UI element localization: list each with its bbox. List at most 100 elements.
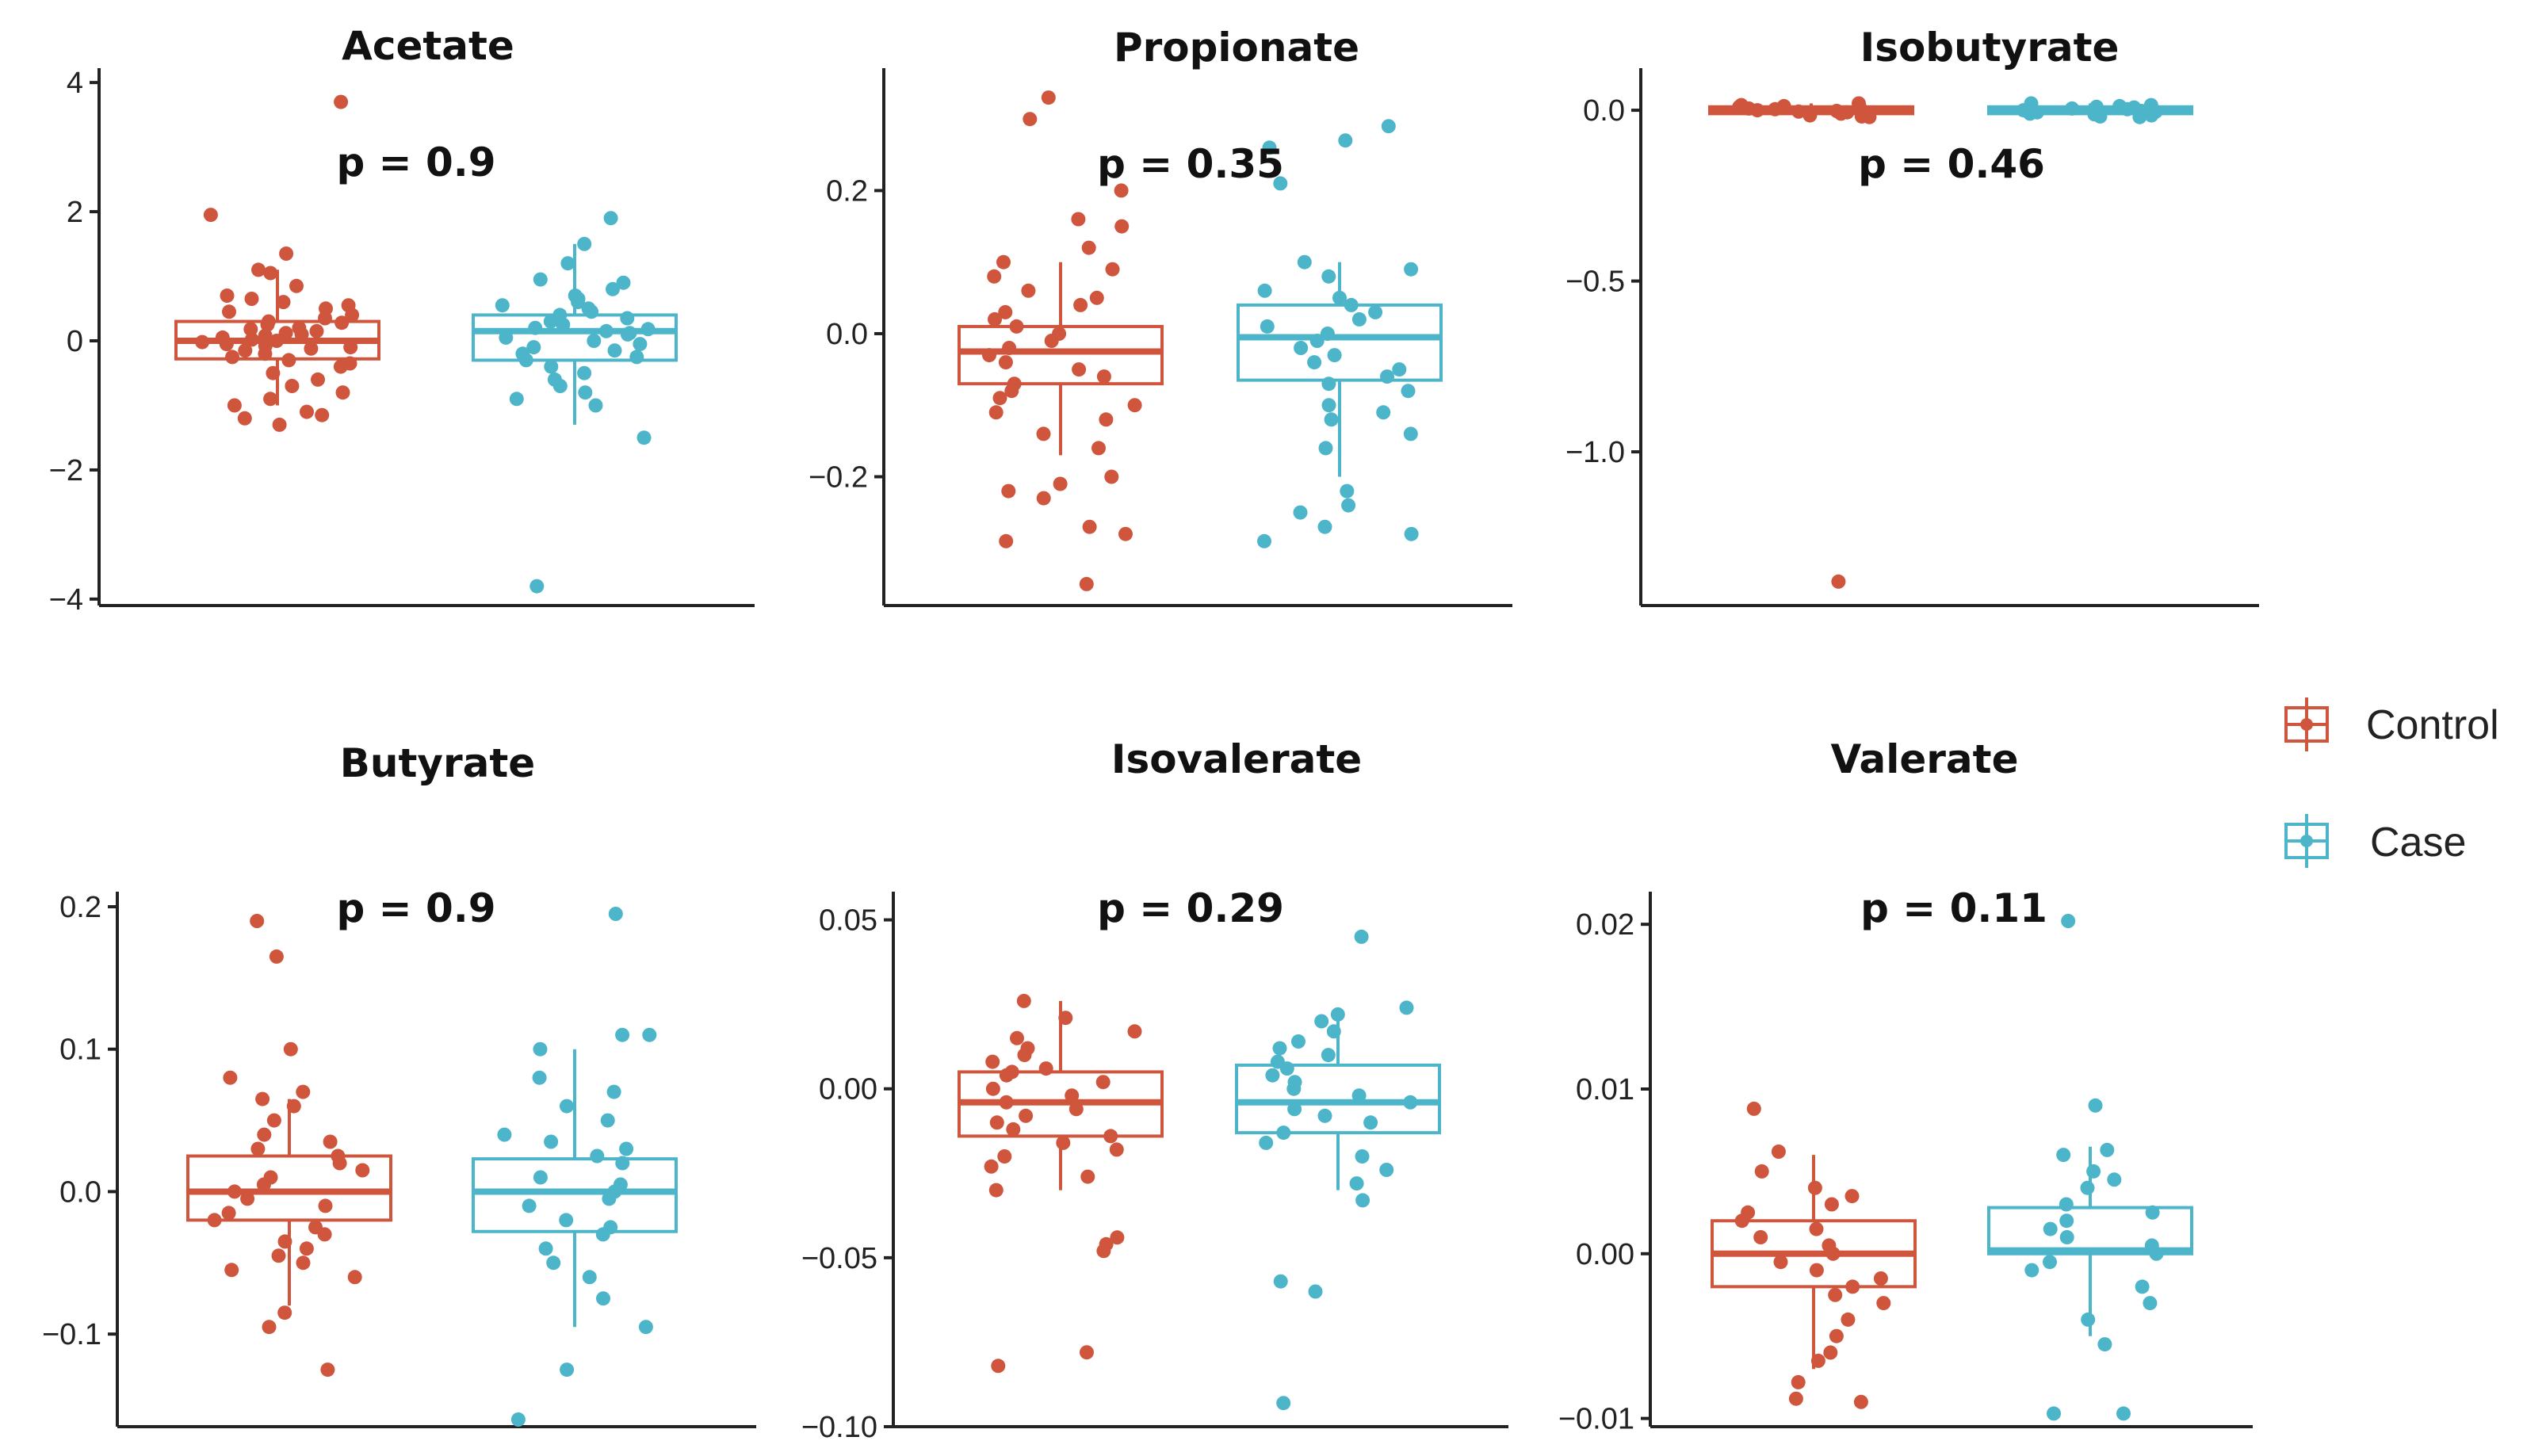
- y-tick-label-valerate-1: 0.01: [1576, 1073, 1634, 1106]
- data-point: [1338, 133, 1353, 148]
- p-value-propionate: p = 0.35: [1097, 141, 1284, 187]
- data-point: [1001, 483, 1016, 499]
- data-point: [1349, 1176, 1364, 1191]
- series-case-propionate: [1237, 119, 1443, 548]
- data-point: [1791, 104, 1806, 119]
- data-point: [1321, 376, 1336, 392]
- y-tick-label-isovalerate-2: −0.05: [801, 1242, 877, 1275]
- data-point: [1127, 398, 1142, 413]
- data-point: [559, 1213, 574, 1228]
- data-point: [1276, 1396, 1291, 1411]
- data-point: [300, 404, 314, 419]
- data-point: [607, 343, 622, 358]
- data-point: [1068, 1102, 1084, 1117]
- data-point: [271, 1248, 286, 1263]
- data-point: [1260, 319, 1275, 334]
- data-point: [1750, 103, 1765, 118]
- data-point: [224, 1263, 239, 1278]
- data-point: [615, 1027, 630, 1042]
- y-tick-label-valerate-2: 0.00: [1576, 1238, 1634, 1271]
- box: [472, 313, 678, 362]
- panel-valerate: Valerate 0.02 0.01 0.00 −0.01 p = 0.11: [1558, 736, 2253, 1436]
- data-point: [2144, 108, 2159, 123]
- data-point: [257, 1127, 272, 1142]
- y-tick-label-isobutyrate-0: 0.0: [1583, 94, 1625, 128]
- data-point: [1080, 1345, 1094, 1360]
- data-point: [1828, 1287, 1843, 1302]
- data-point: [1825, 1246, 1841, 1261]
- data-point: [223, 1070, 238, 1085]
- data-point: [600, 1113, 615, 1128]
- box: [472, 1157, 678, 1233]
- y-tick-label-propionate-1: 0.0: [826, 318, 868, 351]
- data-point: [1341, 498, 1356, 513]
- data-point: [544, 359, 559, 374]
- data-point: [1041, 90, 1056, 105]
- data-point: [587, 334, 602, 348]
- data-point: [263, 392, 278, 407]
- data-point: [281, 353, 296, 368]
- data-point: [244, 292, 259, 306]
- data-point: [1036, 491, 1051, 506]
- data-point: [1326, 1024, 1341, 1039]
- data-point: [2056, 1148, 2071, 1163]
- data-point: [270, 334, 285, 348]
- data-point: [1099, 412, 1114, 427]
- data-point: [1403, 1095, 1418, 1110]
- data-point: [1023, 112, 1038, 127]
- data-point: [1096, 369, 1111, 384]
- data-point: [1841, 1312, 1856, 1327]
- legend-item-control: Control: [2284, 697, 2499, 751]
- data-point: [333, 359, 348, 374]
- data-point: [1773, 1255, 1788, 1270]
- data-point: [285, 379, 300, 393]
- data-point: [1265, 1068, 1280, 1083]
- data-point: [269, 949, 284, 964]
- data-point: [255, 1091, 270, 1106]
- data-point: [533, 1170, 548, 1185]
- panel-isovalerate: Isovalerate 0.05 0.00 −0.05 −0.10 p = 0.29: [801, 736, 1508, 1444]
- data-point: [999, 1068, 1014, 1083]
- data-point: [1016, 993, 1031, 1008]
- data-point: [619, 1141, 634, 1156]
- data-point: [1320, 327, 1335, 341]
- panel-title-isovalerate: Isovalerate: [1111, 736, 1362, 782]
- data-point: [1399, 1000, 1414, 1015]
- data-point: [237, 411, 252, 426]
- data-point: [532, 1070, 547, 1085]
- data-point: [1307, 355, 1322, 370]
- data-point: [279, 246, 294, 261]
- data-point: [633, 337, 648, 352]
- data-point: [1862, 109, 1877, 124]
- data-point: [203, 208, 218, 223]
- data-point: [499, 330, 514, 345]
- legend-item-case: Case: [2284, 814, 2466, 868]
- data-point: [1103, 1129, 1118, 1144]
- data-point: [1091, 441, 1106, 456]
- data-point: [225, 350, 240, 365]
- data-point: [1355, 1193, 1370, 1208]
- y-tick-label-acetate-3: −2: [49, 454, 83, 487]
- p-value-butyrate: p = 0.9: [336, 885, 495, 931]
- data-point: [577, 236, 592, 251]
- data-point: [2112, 98, 2127, 113]
- y-tick-label-propionate-0: 0.2: [826, 174, 868, 208]
- data-point: [250, 1141, 266, 1156]
- data-point: [571, 295, 586, 310]
- panel-acetate: Acetate 4 2 0 −2 −4 p = 0.9: [49, 23, 755, 617]
- data-point: [207, 1213, 222, 1228]
- data-point: [2143, 1296, 2158, 1311]
- legend-label-case: Case: [2370, 820, 2466, 866]
- data-point: [1276, 1125, 1291, 1141]
- y-tick-label-acetate-1: 2: [67, 196, 83, 229]
- data-point: [1404, 262, 1419, 277]
- data-point: [256, 1177, 271, 1192]
- data-point: [546, 1255, 561, 1271]
- data-point: [1058, 1011, 1073, 1026]
- data-point: [1004, 384, 1019, 399]
- data-point: [309, 323, 324, 338]
- y-tick-label-butyrate-2: 0.0: [59, 1175, 101, 1209]
- data-point: [2149, 1246, 2164, 1261]
- data-point: [1105, 262, 1120, 277]
- legend: Control Case: [2284, 697, 2499, 868]
